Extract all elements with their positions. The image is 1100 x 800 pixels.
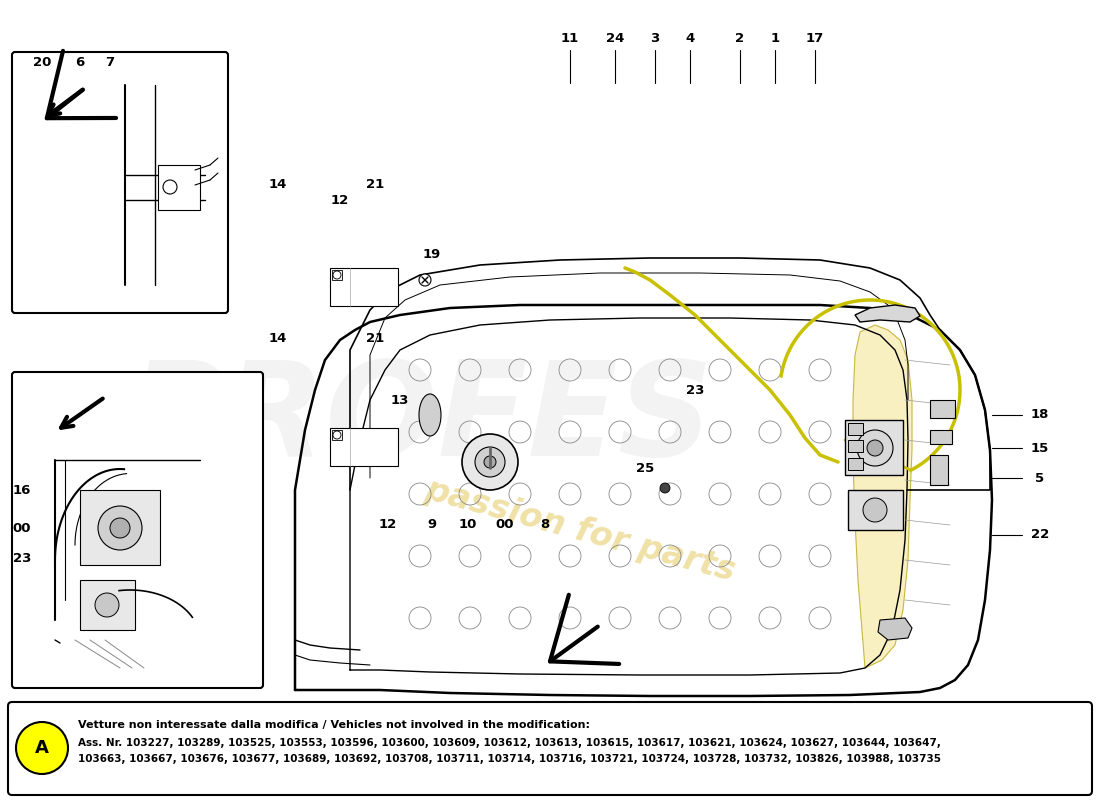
Circle shape bbox=[475, 447, 505, 477]
Bar bbox=[330, 428, 398, 466]
Text: 14: 14 bbox=[268, 331, 287, 345]
Bar bbox=[80, 490, 160, 565]
Text: Ass. Nr. 103227, 103289, 103525, 103553, 103596, 103600, 103609, 103612, 103613,: Ass. Nr. 103227, 103289, 103525, 103553,… bbox=[78, 738, 940, 748]
Text: 12: 12 bbox=[378, 518, 397, 531]
Text: 22: 22 bbox=[1031, 529, 1049, 542]
Bar bbox=[332, 270, 342, 280]
Bar bbox=[848, 440, 864, 452]
Text: 5: 5 bbox=[1035, 471, 1045, 485]
Text: passion for parts: passion for parts bbox=[421, 473, 739, 587]
Text: 18: 18 bbox=[1031, 409, 1049, 422]
Text: 21: 21 bbox=[366, 178, 384, 191]
Circle shape bbox=[95, 593, 119, 617]
Polygon shape bbox=[855, 305, 920, 322]
Text: 17: 17 bbox=[806, 31, 824, 45]
Bar bbox=[848, 458, 864, 470]
Bar bbox=[848, 423, 864, 435]
Ellipse shape bbox=[419, 394, 441, 436]
Text: A: A bbox=[35, 739, 48, 757]
Circle shape bbox=[98, 506, 142, 550]
Text: 20: 20 bbox=[33, 55, 52, 69]
Bar bbox=[930, 455, 948, 485]
Text: 8: 8 bbox=[540, 518, 550, 531]
Circle shape bbox=[462, 434, 518, 490]
Text: 6: 6 bbox=[76, 55, 85, 69]
Bar bbox=[332, 430, 342, 440]
Text: 7: 7 bbox=[106, 55, 114, 69]
Bar bbox=[80, 580, 135, 630]
Text: 2: 2 bbox=[736, 31, 745, 45]
Circle shape bbox=[484, 456, 496, 468]
Circle shape bbox=[419, 274, 431, 286]
Bar bbox=[158, 165, 200, 210]
Text: 24: 24 bbox=[606, 31, 624, 45]
Text: 00: 00 bbox=[496, 518, 515, 531]
Text: 4: 4 bbox=[685, 31, 694, 45]
Bar bbox=[848, 490, 903, 530]
Text: 103663, 103667, 103676, 103677, 103689, 103692, 103708, 103711, 103714, 103716, : 103663, 103667, 103676, 103677, 103689, … bbox=[78, 754, 940, 764]
Text: 23: 23 bbox=[13, 551, 31, 565]
Circle shape bbox=[333, 431, 341, 439]
Bar bbox=[330, 268, 398, 306]
Circle shape bbox=[857, 430, 893, 466]
Text: 13: 13 bbox=[390, 394, 409, 406]
Text: 11: 11 bbox=[561, 31, 579, 45]
Text: 1: 1 bbox=[770, 31, 780, 45]
Bar bbox=[845, 420, 903, 475]
Text: 14: 14 bbox=[268, 178, 287, 191]
Text: 16: 16 bbox=[13, 483, 31, 497]
Text: PROFES: PROFES bbox=[126, 357, 713, 483]
Circle shape bbox=[660, 483, 670, 493]
Text: 21: 21 bbox=[366, 331, 384, 345]
FancyBboxPatch shape bbox=[12, 52, 228, 313]
Circle shape bbox=[333, 271, 341, 279]
Text: Vetture non interessate dalla modifica / Vehicles not involved in the modificati: Vetture non interessate dalla modifica /… bbox=[78, 720, 590, 730]
Circle shape bbox=[163, 180, 177, 194]
Text: 3: 3 bbox=[650, 31, 660, 45]
Circle shape bbox=[867, 440, 883, 456]
Polygon shape bbox=[852, 325, 912, 668]
Text: 19: 19 bbox=[422, 249, 441, 262]
FancyBboxPatch shape bbox=[8, 702, 1092, 795]
Polygon shape bbox=[878, 618, 912, 640]
Text: 9: 9 bbox=[428, 518, 437, 531]
Bar bbox=[930, 430, 952, 444]
Text: 23: 23 bbox=[685, 383, 704, 397]
Text: 10: 10 bbox=[459, 518, 477, 531]
Text: 12: 12 bbox=[331, 194, 349, 206]
Circle shape bbox=[110, 518, 130, 538]
Circle shape bbox=[864, 498, 887, 522]
Text: 00: 00 bbox=[13, 522, 31, 534]
Text: 15: 15 bbox=[1031, 442, 1049, 454]
Text: 25: 25 bbox=[636, 462, 654, 474]
Circle shape bbox=[16, 722, 68, 774]
Bar bbox=[930, 400, 955, 418]
FancyBboxPatch shape bbox=[12, 372, 263, 688]
